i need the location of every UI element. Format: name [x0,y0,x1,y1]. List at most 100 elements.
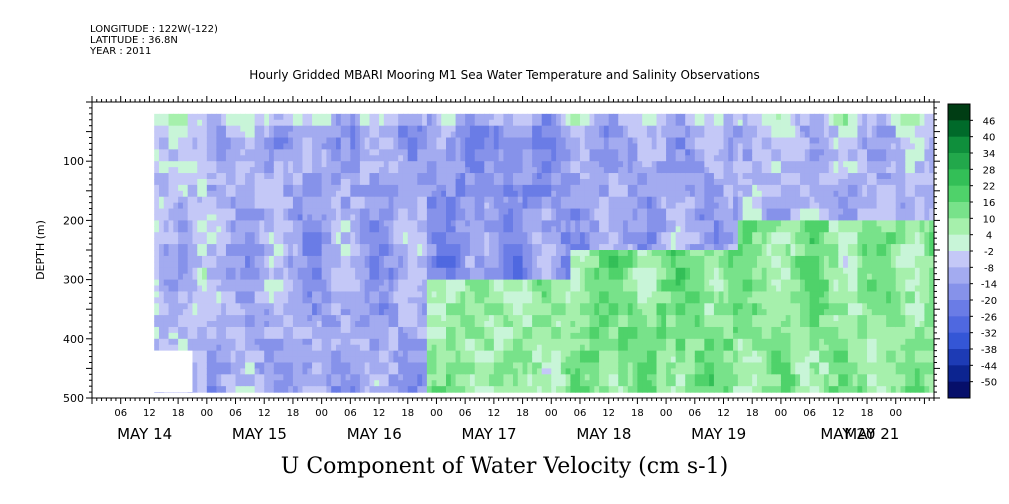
heatmap-cell [513,285,519,293]
heatmap-cell [417,250,423,257]
heatmap-cell [254,338,261,346]
heatmap-cell [446,178,452,186]
heatmap-cell [197,226,203,233]
heatmap-cell [206,131,213,139]
heatmap-cell [613,350,619,358]
heatmap-cell [508,232,514,239]
heatmap-cell [498,386,505,393]
heatmap-cell [536,374,543,381]
heatmap-cell [374,232,380,239]
heatmap-cell [579,386,586,393]
heatmap-cell [417,309,423,316]
heatmap-cell [517,291,524,298]
heatmap-cell [613,279,619,287]
heatmap-cell [316,368,323,375]
heatmap-cell [489,297,495,304]
heatmap-cell [273,338,280,346]
heatmap-cell [627,338,634,346]
heatmap-cell [579,273,586,281]
heatmap-cell [388,202,394,210]
heatmap-cell [331,226,337,233]
heatmap-cell [460,232,466,239]
heatmap-cell [498,190,505,198]
heatmap-cell [599,315,605,322]
heatmap-cell [245,113,251,121]
heatmap-cell [570,332,576,340]
heatmap-cell [575,255,581,263]
heatmap-cell [374,184,380,192]
heatmap-cell [426,303,433,310]
heatmap-cell [532,149,538,156]
heatmap-cell [240,338,246,346]
heatmap-cell [522,173,528,180]
heatmap-cell [158,184,165,192]
heatmap-cell [412,167,418,174]
heatmap-cell [560,303,567,310]
heatmap-cell [527,137,533,145]
heatmap-cell [455,232,461,239]
heatmap-cell [484,291,490,298]
heatmap-cell [264,368,270,375]
heatmap-cell [340,368,347,375]
heatmap-cell [379,309,385,316]
heatmap-cell [288,149,294,156]
heatmap-cell [474,143,481,150]
heatmap-cell [522,285,528,293]
heatmap-cell [503,309,509,316]
heatmap-cell [259,113,265,121]
heatmap-cell [173,344,179,352]
heatmap-cell [613,338,619,346]
heatmap-cell [637,232,643,239]
heatmap-cell [426,190,433,198]
heatmap-cell [642,326,648,334]
heatmap-cell [269,178,275,186]
heatmap-cell [508,380,514,387]
heatmap-cell [465,279,471,287]
heatmap-cell [627,196,634,204]
heatmap-cell [393,184,399,192]
heatmap-cell [211,226,217,233]
heatmap-cell [656,285,662,293]
heatmap-cell [192,232,198,239]
heatmap-cell [187,113,194,121]
heatmap-cell [446,238,452,245]
heatmap-cell [493,125,500,133]
heatmap-cell [503,167,509,174]
heatmap-cell [656,356,662,364]
heatmap-cell [278,297,284,304]
heatmap-cell [536,208,543,216]
heatmap-cell [484,190,490,198]
heatmap-cell [335,220,342,227]
heatmap-cell [455,273,461,281]
heatmap-cell [359,332,366,340]
heatmap-cell [326,178,332,186]
heatmap-cell [536,350,543,358]
heatmap-cell [211,303,217,310]
heatmap-cell [513,368,519,375]
heatmap-cell [202,220,208,227]
heatmap-cell [431,386,438,393]
heatmap-cell [321,267,328,275]
heatmap-cell [398,143,404,150]
heatmap-cell [489,321,495,328]
heatmap-cell [627,380,634,387]
heatmap-cell [197,220,203,227]
heatmap-cell [312,220,318,227]
heatmap-cell [446,374,452,381]
heatmap-cell [603,238,610,245]
heatmap-cell [187,202,194,210]
heatmap-cell [446,315,452,322]
heatmap-cell [364,297,371,304]
heatmap-cell [163,214,170,221]
heatmap-cell [178,285,184,293]
heatmap-cell [216,161,222,168]
heatmap-cell [460,321,466,328]
heatmap-cell [383,332,390,340]
heatmap-cell [426,356,433,364]
heatmap-cell [517,326,524,334]
heatmap-cell [579,113,586,121]
heatmap-cell [426,273,433,281]
heatmap-cell [245,273,251,281]
heatmap-cell [316,303,323,310]
heatmap-cell [249,356,256,364]
